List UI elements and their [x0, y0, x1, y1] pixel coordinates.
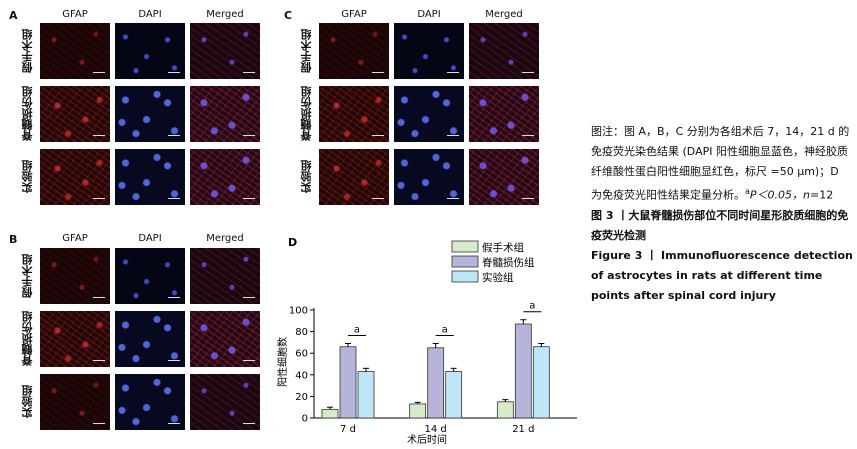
panel-b-row-injury: 脊髓损伤组 [21, 311, 34, 367]
micrograph-a-experiment-merged [190, 149, 260, 205]
legend-label: 脊髓损伤组 [482, 256, 535, 269]
micrograph-c-experiment-gfap [319, 149, 389, 205]
caption-n-label: n [803, 188, 811, 202]
panel-b-col-merged: Merged [206, 233, 244, 244]
caption-note-prefix: 图注： [591, 125, 624, 138]
caption-n-value: =12 [810, 188, 834, 202]
micrograph-a-injury-gfap [40, 86, 110, 142]
bar [514, 323, 532, 419]
panel-c-label: C [284, 9, 293, 22]
y-tick-label: 0 [302, 414, 308, 425]
legend-swatch [451, 255, 479, 268]
panel-c-col-merged: Merged [485, 9, 523, 20]
micrograph-c-sham-gfap [319, 23, 389, 79]
significance-label: a [529, 301, 535, 312]
panel-a-label: A [9, 9, 18, 22]
caption-title-en: Figure 3 丨 Immunofluorescence detection … [591, 248, 853, 302]
micrograph-c-sham-dapi [394, 23, 464, 79]
panel-b-col-gfap: GFAP [62, 233, 88, 244]
micrograph-c-experiment-dapi [394, 149, 464, 205]
micrograph-c-injury-dapi [394, 86, 464, 142]
figure-caption: 图注：图 A，B，C 分别为各组术后 7，14，21 d 的免疫荧光染色结果 (… [591, 122, 853, 306]
panel-a-col-gfap: GFAP [62, 9, 88, 20]
micrograph-a-experiment-dapi [115, 149, 185, 205]
bar [321, 408, 339, 419]
micrograph-a-experiment-gfap [40, 149, 110, 205]
panel-c-row-sham: 假手术组 [300, 29, 313, 73]
micrograph-c-experiment-merged [469, 149, 539, 205]
bar [357, 371, 375, 419]
panel-b-row-sham: 假手术组 [21, 254, 34, 298]
panel-a-row-experiment: 实验组 [21, 160, 34, 194]
micrograph-c-injury-merged [469, 86, 539, 142]
panel-c-row-experiment: 实验组 [300, 160, 313, 194]
panel-a-row-injury: 脊髓损伤组 [21, 86, 34, 142]
x-tick-label: 21 d [512, 424, 534, 435]
micrograph-a-sham-merged [190, 23, 260, 79]
caption-stat-text: P＜0.05， [749, 188, 804, 202]
panel-b-col-dapi: DAPI [138, 233, 162, 244]
y-tick-label: 80 [295, 327, 308, 338]
panel-d-label: D [288, 236, 297, 249]
bar [496, 401, 514, 419]
micrograph-a-injury-merged [190, 86, 260, 142]
micrograph-b-experiment-gfap [40, 374, 110, 430]
caption-stat-sup: a [745, 187, 750, 196]
micrograph-a-sham-gfap [40, 23, 110, 79]
y-axis-label: 阳性细胞数 [276, 337, 289, 387]
panel-a-col-merged: Merged [206, 9, 244, 20]
y-tick-label: 20 [295, 392, 308, 403]
micrograph-b-injury-gfap [40, 311, 110, 367]
bar [445, 371, 463, 419]
y-tick-label: 100 [289, 306, 308, 317]
x-axis-label: 术后时间 [407, 433, 447, 446]
bar [409, 403, 427, 419]
micrograph-b-experiment-merged [190, 374, 260, 430]
caption-note: 图注：图 A，B，C 分别为各组术后 7，14，21 d 的免疫荧光染色结果 (… [591, 122, 853, 206]
chart-bars: a a a [321, 301, 550, 419]
panel-a-row-sham: 假手术组 [21, 29, 34, 73]
significance-label: a [354, 324, 360, 335]
legend-label: 实验组 [482, 271, 514, 284]
x-tick-label: 14 d [425, 424, 447, 435]
bar [339, 346, 357, 419]
caption-title-cn: 图 3 丨大鼠脊髓损伤部位不同时间星形胶质细胞的免疫荧光检测 [591, 208, 849, 242]
micrograph-b-sham-dapi [115, 248, 185, 304]
panel-c-col-dapi: DAPI [417, 9, 441, 20]
micrograph-c-injury-gfap [319, 86, 389, 142]
micrograph-b-experiment-dapi [115, 374, 185, 430]
micrograph-b-injury-dapi [115, 311, 185, 367]
micrograph-b-sham-merged [190, 248, 260, 304]
bar [427, 347, 445, 419]
panel-a-col-dapi: DAPI [138, 9, 162, 20]
y-tick-label: 40 [295, 370, 308, 381]
y-tick-label: 60 [295, 349, 308, 360]
micrograph-b-injury-merged [190, 311, 260, 367]
panel-b-label: B [9, 233, 18, 246]
legend-swatch [451, 270, 479, 283]
panel-b-row-experiment: 实验组 [21, 385, 34, 419]
legend-swatch [451, 240, 479, 253]
panel-c-row-injury: 脊髓损伤组 [300, 86, 313, 142]
caption-note-text: 图 A，B，C 分别为各组术后 7，14，21 d 的免疫荧光染色结果 (DAP… [591, 125, 850, 202]
micrograph-b-sham-gfap [40, 248, 110, 304]
panel-c-col-gfap: GFAP [341, 9, 367, 20]
significance-label: a [442, 324, 448, 335]
legend-label: 假手术组 [482, 241, 524, 254]
micrograph-a-injury-dapi [115, 86, 185, 142]
micrograph-a-sham-dapi [115, 23, 185, 79]
bar [532, 346, 550, 419]
micrograph-c-sham-merged [469, 23, 539, 79]
x-tick-label: 7 d [340, 424, 356, 435]
